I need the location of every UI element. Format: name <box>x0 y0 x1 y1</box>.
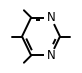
Text: N: N <box>46 49 55 62</box>
Text: N: N <box>46 11 55 24</box>
